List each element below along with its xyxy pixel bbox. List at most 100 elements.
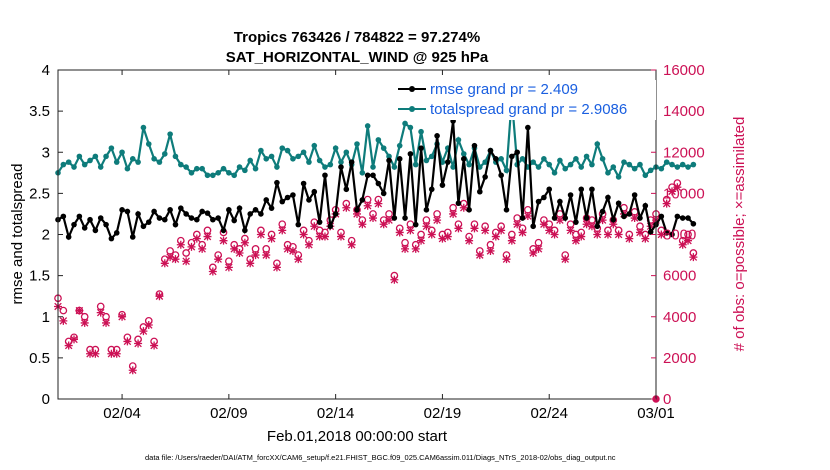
- rmse-point: [658, 213, 665, 220]
- y-tick-label: 0: [42, 391, 50, 408]
- y2-tick-label: 6000: [663, 268, 696, 285]
- obs-assimilated-point: [160, 259, 169, 268]
- rmse-point: [493, 156, 499, 162]
- totalspread-point: [226, 170, 232, 176]
- obs-possible-point: [59, 306, 68, 315]
- obs-assimilated-point: [545, 226, 554, 235]
- obs-assimilated-point: [155, 292, 164, 301]
- obs-assimilated-point: [262, 251, 271, 260]
- rmse-point: [380, 190, 387, 197]
- legend-label-spread: totalspread grand pr = 2.9086: [430, 101, 627, 118]
- rmse-point: [87, 216, 93, 223]
- rmse-point: [306, 197, 312, 203]
- obs-assimilated-point: [486, 246, 495, 255]
- obs-assimilated-point: [593, 230, 602, 239]
- totalspread-point: [332, 145, 339, 151]
- obs-assimilated-point: [224, 263, 233, 272]
- obs-assimilated-point: [668, 187, 677, 196]
- rmse-point: [183, 211, 189, 217]
- totalspread-point: [498, 156, 504, 162]
- totalspread-point: [535, 164, 542, 170]
- obs-assimilated-point: [475, 251, 484, 260]
- rmse-point: [81, 225, 88, 231]
- totalspread-point: [156, 159, 163, 165]
- rmse-point: [594, 223, 601, 230]
- obs-assimilated-point: [438, 234, 447, 243]
- obs-assimilated-point: [641, 234, 650, 243]
- rmse-point: [637, 215, 643, 221]
- obs-assimilated-point: [390, 275, 399, 284]
- rmse-point: [669, 231, 675, 238]
- totalspread-point: [605, 170, 611, 176]
- totalspread-point: [407, 124, 414, 131]
- obs-assimilated-point: [379, 220, 388, 229]
- rmse-point: [188, 215, 195, 221]
- totalspread-point: [450, 164, 456, 170]
- totalspread-point: [354, 141, 360, 147]
- rmse-point: [412, 221, 419, 228]
- obs-assimilated-point: [566, 226, 575, 235]
- rmse-point: [605, 194, 611, 201]
- obs-assimilated-point: [507, 236, 516, 245]
- totalspread-point: [530, 159, 536, 165]
- rmse-point: [674, 213, 681, 220]
- totalspread-point: [631, 165, 638, 172]
- rmse-point: [322, 172, 328, 179]
- obs-assimilated-point: [385, 216, 394, 225]
- totalspread-point: [274, 164, 280, 170]
- obs-assimilated-point: [299, 230, 308, 239]
- totalspread-point: [685, 164, 691, 170]
- rmse-point: [284, 194, 291, 201]
- obs-assimilated-point: [187, 242, 196, 251]
- obs-assimilated-point: [118, 312, 127, 321]
- rmse-point: [402, 215, 408, 221]
- totalspread-point: [583, 153, 590, 160]
- obs-assimilated-point: [625, 234, 634, 243]
- rmse-point: [396, 156, 403, 162]
- rmse-point: [599, 208, 606, 215]
- totalspread-point: [418, 128, 424, 135]
- obs-assimilated-point: [678, 240, 687, 249]
- obs-assimilated-point: [304, 240, 313, 249]
- rmse-point: [471, 142, 478, 149]
- rmse-point: [178, 205, 184, 211]
- totalspread-point: [599, 156, 606, 162]
- rmse-point: [370, 172, 376, 179]
- rmse-point: [610, 216, 617, 223]
- totalspread-point: [199, 165, 205, 172]
- y-axis-left: 0 0.5 1 1.5 2 2.5 3 3.5 4: [29, 62, 63, 408]
- obs-assimilated-point: [166, 253, 175, 262]
- totalspread-point: [129, 156, 136, 162]
- rmse-point: [300, 180, 307, 187]
- obs-assimilated-point: [630, 214, 639, 223]
- totalspread-point: [263, 156, 270, 162]
- obs-assimilated-point: [689, 253, 698, 262]
- totalspread-point: [172, 153, 179, 160]
- rmse-point: [161, 216, 168, 223]
- totalspread-point: [402, 120, 408, 127]
- totalspread-point: [290, 156, 296, 162]
- x-tick-label: 02/24: [530, 405, 568, 422]
- rmse-point: [535, 198, 542, 205]
- rmse-point: [423, 207, 430, 213]
- rmse-point: [295, 221, 302, 228]
- totalspread-point: [119, 149, 125, 156]
- totalspread-point: [455, 137, 462, 143]
- obs-assimilated-point: [406, 226, 415, 235]
- obs-assimilated-point: [320, 232, 329, 241]
- totalspread-point: [145, 141, 152, 147]
- totalspread-point: [370, 164, 376, 170]
- obs-assimilated-point: [353, 209, 361, 218]
- totalspread-point: [220, 165, 227, 172]
- obs-assimilated-point: [534, 244, 543, 253]
- obs-assimilated-point: [497, 226, 506, 235]
- totalspread-point: [81, 161, 88, 168]
- legend-marker-rmse: [409, 86, 415, 92]
- obs-assimilated-point: [401, 244, 410, 253]
- x-axis-label: Feb.01,2018 00:00:00 start: [267, 428, 448, 445]
- y2-tick-label: 8000: [663, 227, 696, 244]
- obs-assimilated-point: [635, 228, 644, 237]
- rmse-point: [685, 215, 691, 221]
- y-tick-label: 4: [42, 62, 50, 79]
- totalspread-point: [386, 153, 392, 160]
